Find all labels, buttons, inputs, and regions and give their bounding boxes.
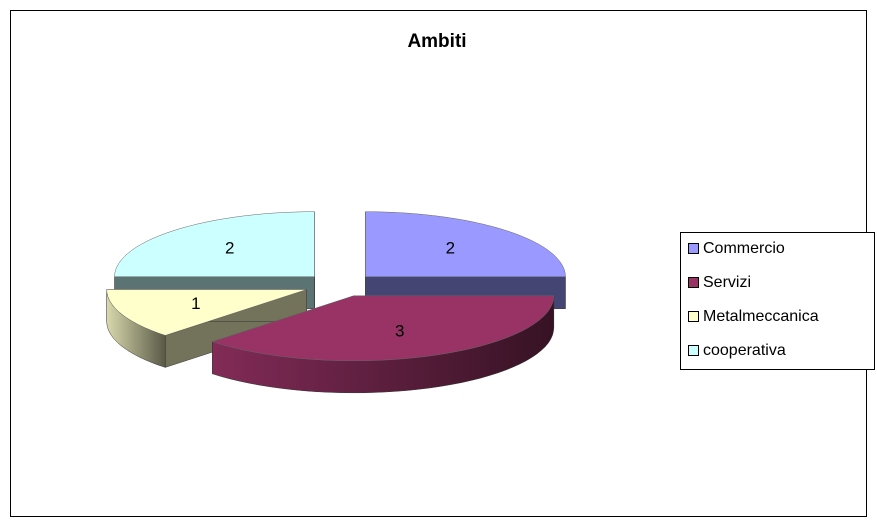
slice: 1 [106, 289, 307, 368]
data-label: 3 [395, 321, 404, 340]
legend-swatch [688, 277, 699, 288]
slice: 3 [211, 295, 555, 394]
legend-entries: Commercio Servizi Metalmeccanica cooperativ… [688, 240, 819, 359]
legend-label: Commercio [703, 240, 785, 257]
legend-label: cooperativa [703, 342, 786, 359]
legend-swatch [688, 243, 699, 254]
slice-top [114, 211, 315, 277]
legend-label: Metalmeccanica [703, 308, 819, 325]
data-label: 2 [446, 239, 455, 258]
legend [680, 232, 875, 370]
slice-top [106, 289, 307, 336]
slice-top [365, 211, 566, 277]
pie: 2 2 1 3 [106, 211, 566, 394]
slice-top [211, 295, 555, 362]
legend-label: Servizi [703, 274, 751, 291]
data-label: 1 [191, 294, 200, 313]
chart-title: Ambiti [407, 31, 466, 52]
legend-swatch [688, 311, 699, 322]
data-label: 2 [225, 239, 234, 258]
legend-swatch [688, 345, 699, 356]
